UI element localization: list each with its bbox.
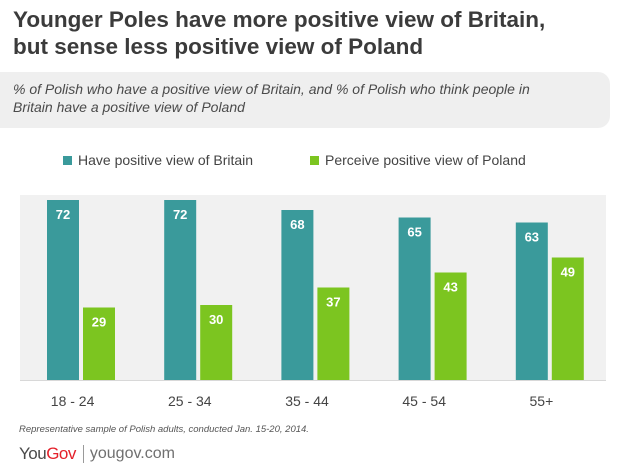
x-tick-label-0: 18 - 24 xyxy=(51,393,95,409)
yougov-logo: YouGov xyxy=(19,444,76,464)
x-tick-label-1: 25 - 34 xyxy=(168,393,212,409)
data-label-britain-2: 68 xyxy=(290,217,304,232)
data-label-britain-1: 72 xyxy=(173,207,187,222)
bar-britain-4 xyxy=(516,223,548,381)
bar-britain-3 xyxy=(399,218,431,381)
bar-britain-1 xyxy=(164,200,196,380)
data-label-britain-3: 65 xyxy=(407,225,421,240)
bar-britain-0 xyxy=(47,200,79,380)
footnote: Representative sample of Polish adults, … xyxy=(19,424,309,435)
data-label-poland-3: 43 xyxy=(443,280,457,295)
data-label-britain-0: 72 xyxy=(56,207,70,222)
brand: YouGov yougov.com xyxy=(19,442,175,466)
x-tick-label-2: 35 - 44 xyxy=(285,393,329,409)
x-tick-label-3: 45 - 54 xyxy=(402,393,446,409)
logo-gov: Gov xyxy=(46,444,76,463)
bar-britain-2 xyxy=(281,210,313,380)
data-label-poland-4: 49 xyxy=(561,265,575,280)
brand-divider xyxy=(83,445,84,463)
brand-url: yougov.com xyxy=(90,445,175,463)
logo-you: You xyxy=(19,444,46,463)
bar-chart: 72 29 18 - 24 72 30 25 - 34 68 37 35 - 44 65 43 45 … xyxy=(0,0,624,474)
data-label-poland-1: 30 xyxy=(209,312,223,327)
data-label-poland-2: 37 xyxy=(326,295,340,310)
x-tick-label-4: 55+ xyxy=(530,393,554,409)
data-label-poland-0: 29 xyxy=(92,315,106,330)
data-label-britain-4: 63 xyxy=(525,230,539,245)
